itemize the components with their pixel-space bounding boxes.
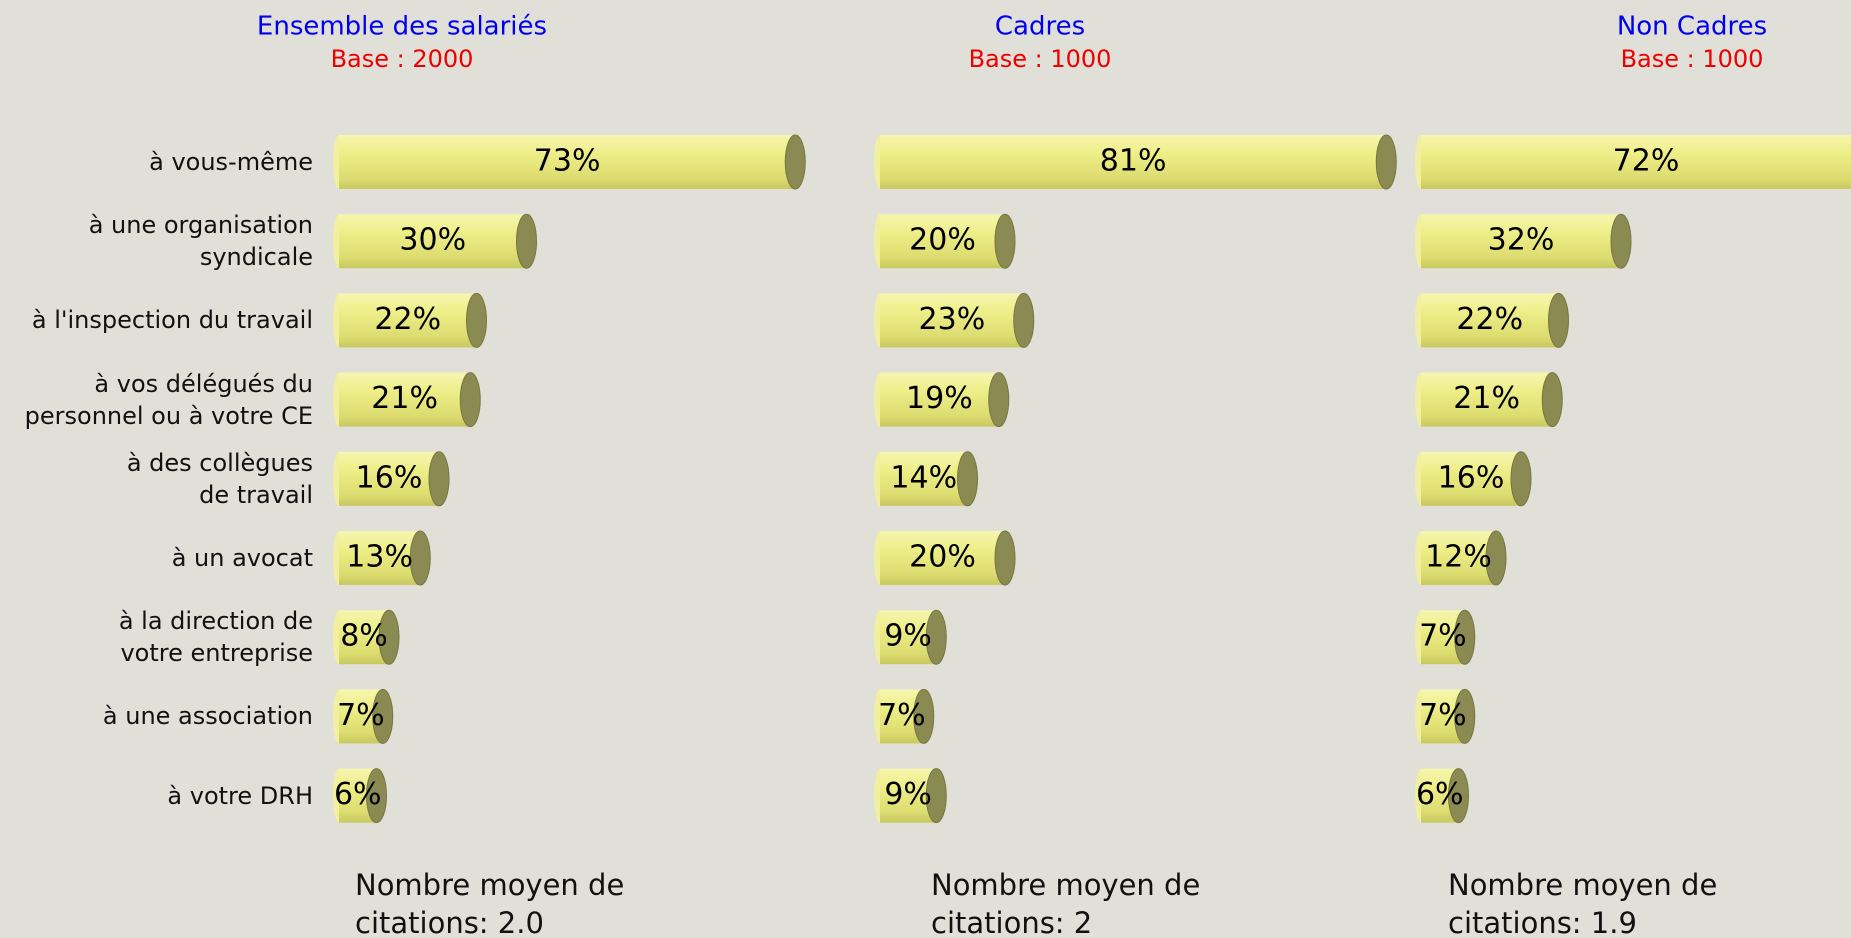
- bar-cap: [957, 451, 978, 507]
- chart-subtitle: Base : 1000: [1621, 45, 1764, 73]
- value-label: 16%: [356, 460, 423, 495]
- bar: [1421, 293, 1559, 348]
- bar-cap: [994, 213, 1016, 269]
- value-label: 12%: [1425, 540, 1492, 575]
- value-label: 7%: [337, 698, 385, 733]
- category-label: à l'inspection du travail: [31, 306, 313, 335]
- value-label: 30%: [399, 223, 466, 258]
- bar-cap: [366, 768, 387, 824]
- bar-cap: [428, 451, 450, 507]
- category-label: à la direction de votre entreprise: [118, 607, 313, 668]
- bar-cap: [1448, 768, 1469, 824]
- value-label: 7%: [878, 698, 926, 733]
- chart-title: Cadres: [995, 12, 1085, 42]
- bar-cap: [1013, 292, 1035, 348]
- bar-cap: [1375, 134, 1397, 190]
- value-label: 16%: [1438, 460, 1505, 495]
- value-label: 32%: [1488, 223, 1555, 258]
- value-label: 14%: [890, 460, 957, 495]
- value-label: 19%: [906, 381, 973, 416]
- chart-title: Ensemble des salariés: [257, 12, 547, 42]
- bar: [339, 135, 796, 189]
- note: Nombre moyen de citations: 2.0: [355, 868, 625, 938]
- value-label: 21%: [1453, 381, 1520, 416]
- value-label: 21%: [371, 381, 438, 416]
- note: Nombre moyen de citations: 1.9: [1448, 868, 1718, 938]
- category-label: à vous-même: [149, 148, 313, 176]
- bar: [1421, 531, 1496, 585]
- bar-cap: [925, 609, 947, 665]
- bar: [880, 214, 1005, 269]
- value-label: 13%: [346, 540, 413, 575]
- category-label: à une association: [102, 702, 313, 731]
- value-label: 22%: [374, 302, 441, 337]
- bar-cap: [378, 609, 400, 665]
- bar-cap: [988, 372, 1010, 428]
- bar: [339, 293, 477, 348]
- bar-cap: [1548, 292, 1569, 348]
- bar: [1421, 214, 1621, 269]
- value-label: 9%: [884, 777, 932, 812]
- value-label: 6%: [1416, 777, 1464, 812]
- bar-cap: [784, 134, 806, 190]
- value-label: 20%: [909, 223, 976, 258]
- category-label: à votre DRH: [167, 781, 313, 810]
- bar-cap: [1454, 688, 1476, 744]
- value-label: 8%: [340, 619, 388, 654]
- value-label: 72%: [1613, 144, 1680, 179]
- category-label: à vos délégués du personnel ou à votre C…: [24, 369, 313, 430]
- value-label: 6%: [334, 777, 382, 812]
- chart-subtitle: Base : 1000: [969, 45, 1112, 73]
- chart-title: Non Cadres: [1617, 12, 1767, 42]
- category-label: à une organisation syndicale: [88, 211, 313, 272]
- value-label: 20%: [909, 540, 976, 575]
- value-label: 22%: [1456, 302, 1523, 337]
- bar-cap: [1485, 530, 1507, 586]
- bar: [880, 451, 968, 506]
- bar-cap: [466, 292, 487, 348]
- bar-cap: [409, 530, 431, 586]
- category-label: à un avocat: [171, 544, 313, 572]
- value-label: 9%: [884, 619, 932, 654]
- bar-cap: [925, 768, 947, 824]
- chart-subtitle: Base : 2000: [331, 45, 474, 73]
- value-label: 23%: [919, 302, 986, 337]
- bar: [339, 531, 421, 585]
- bar: [1421, 135, 1851, 189]
- bar: [1421, 451, 1521, 506]
- bar-cap: [913, 688, 935, 744]
- value-label: 7%: [1419, 698, 1467, 733]
- value-label: 81%: [1100, 144, 1167, 179]
- bar-cap: [459, 372, 481, 428]
- value-label: 73%: [534, 144, 601, 179]
- bar-cap: [1454, 609, 1476, 665]
- bar: [339, 451, 439, 506]
- bar-cap: [994, 530, 1016, 586]
- bar: [1421, 372, 1553, 427]
- bar: [880, 135, 1387, 189]
- bar: [880, 293, 1024, 348]
- bar-cap: [1541, 372, 1563, 428]
- note: Nombre moyen de citations: 2: [931, 868, 1201, 938]
- bar: [880, 531, 1005, 585]
- bar-cap: [1610, 213, 1632, 269]
- bar-cap: [1510, 451, 1532, 507]
- bar: [339, 372, 471, 427]
- bar: [880, 372, 999, 427]
- bar: [339, 214, 527, 269]
- value-label: 7%: [1419, 619, 1467, 654]
- bar-cap: [516, 213, 537, 269]
- bar-cap: [372, 688, 394, 744]
- category-label: à des collègues de travail: [126, 448, 313, 509]
